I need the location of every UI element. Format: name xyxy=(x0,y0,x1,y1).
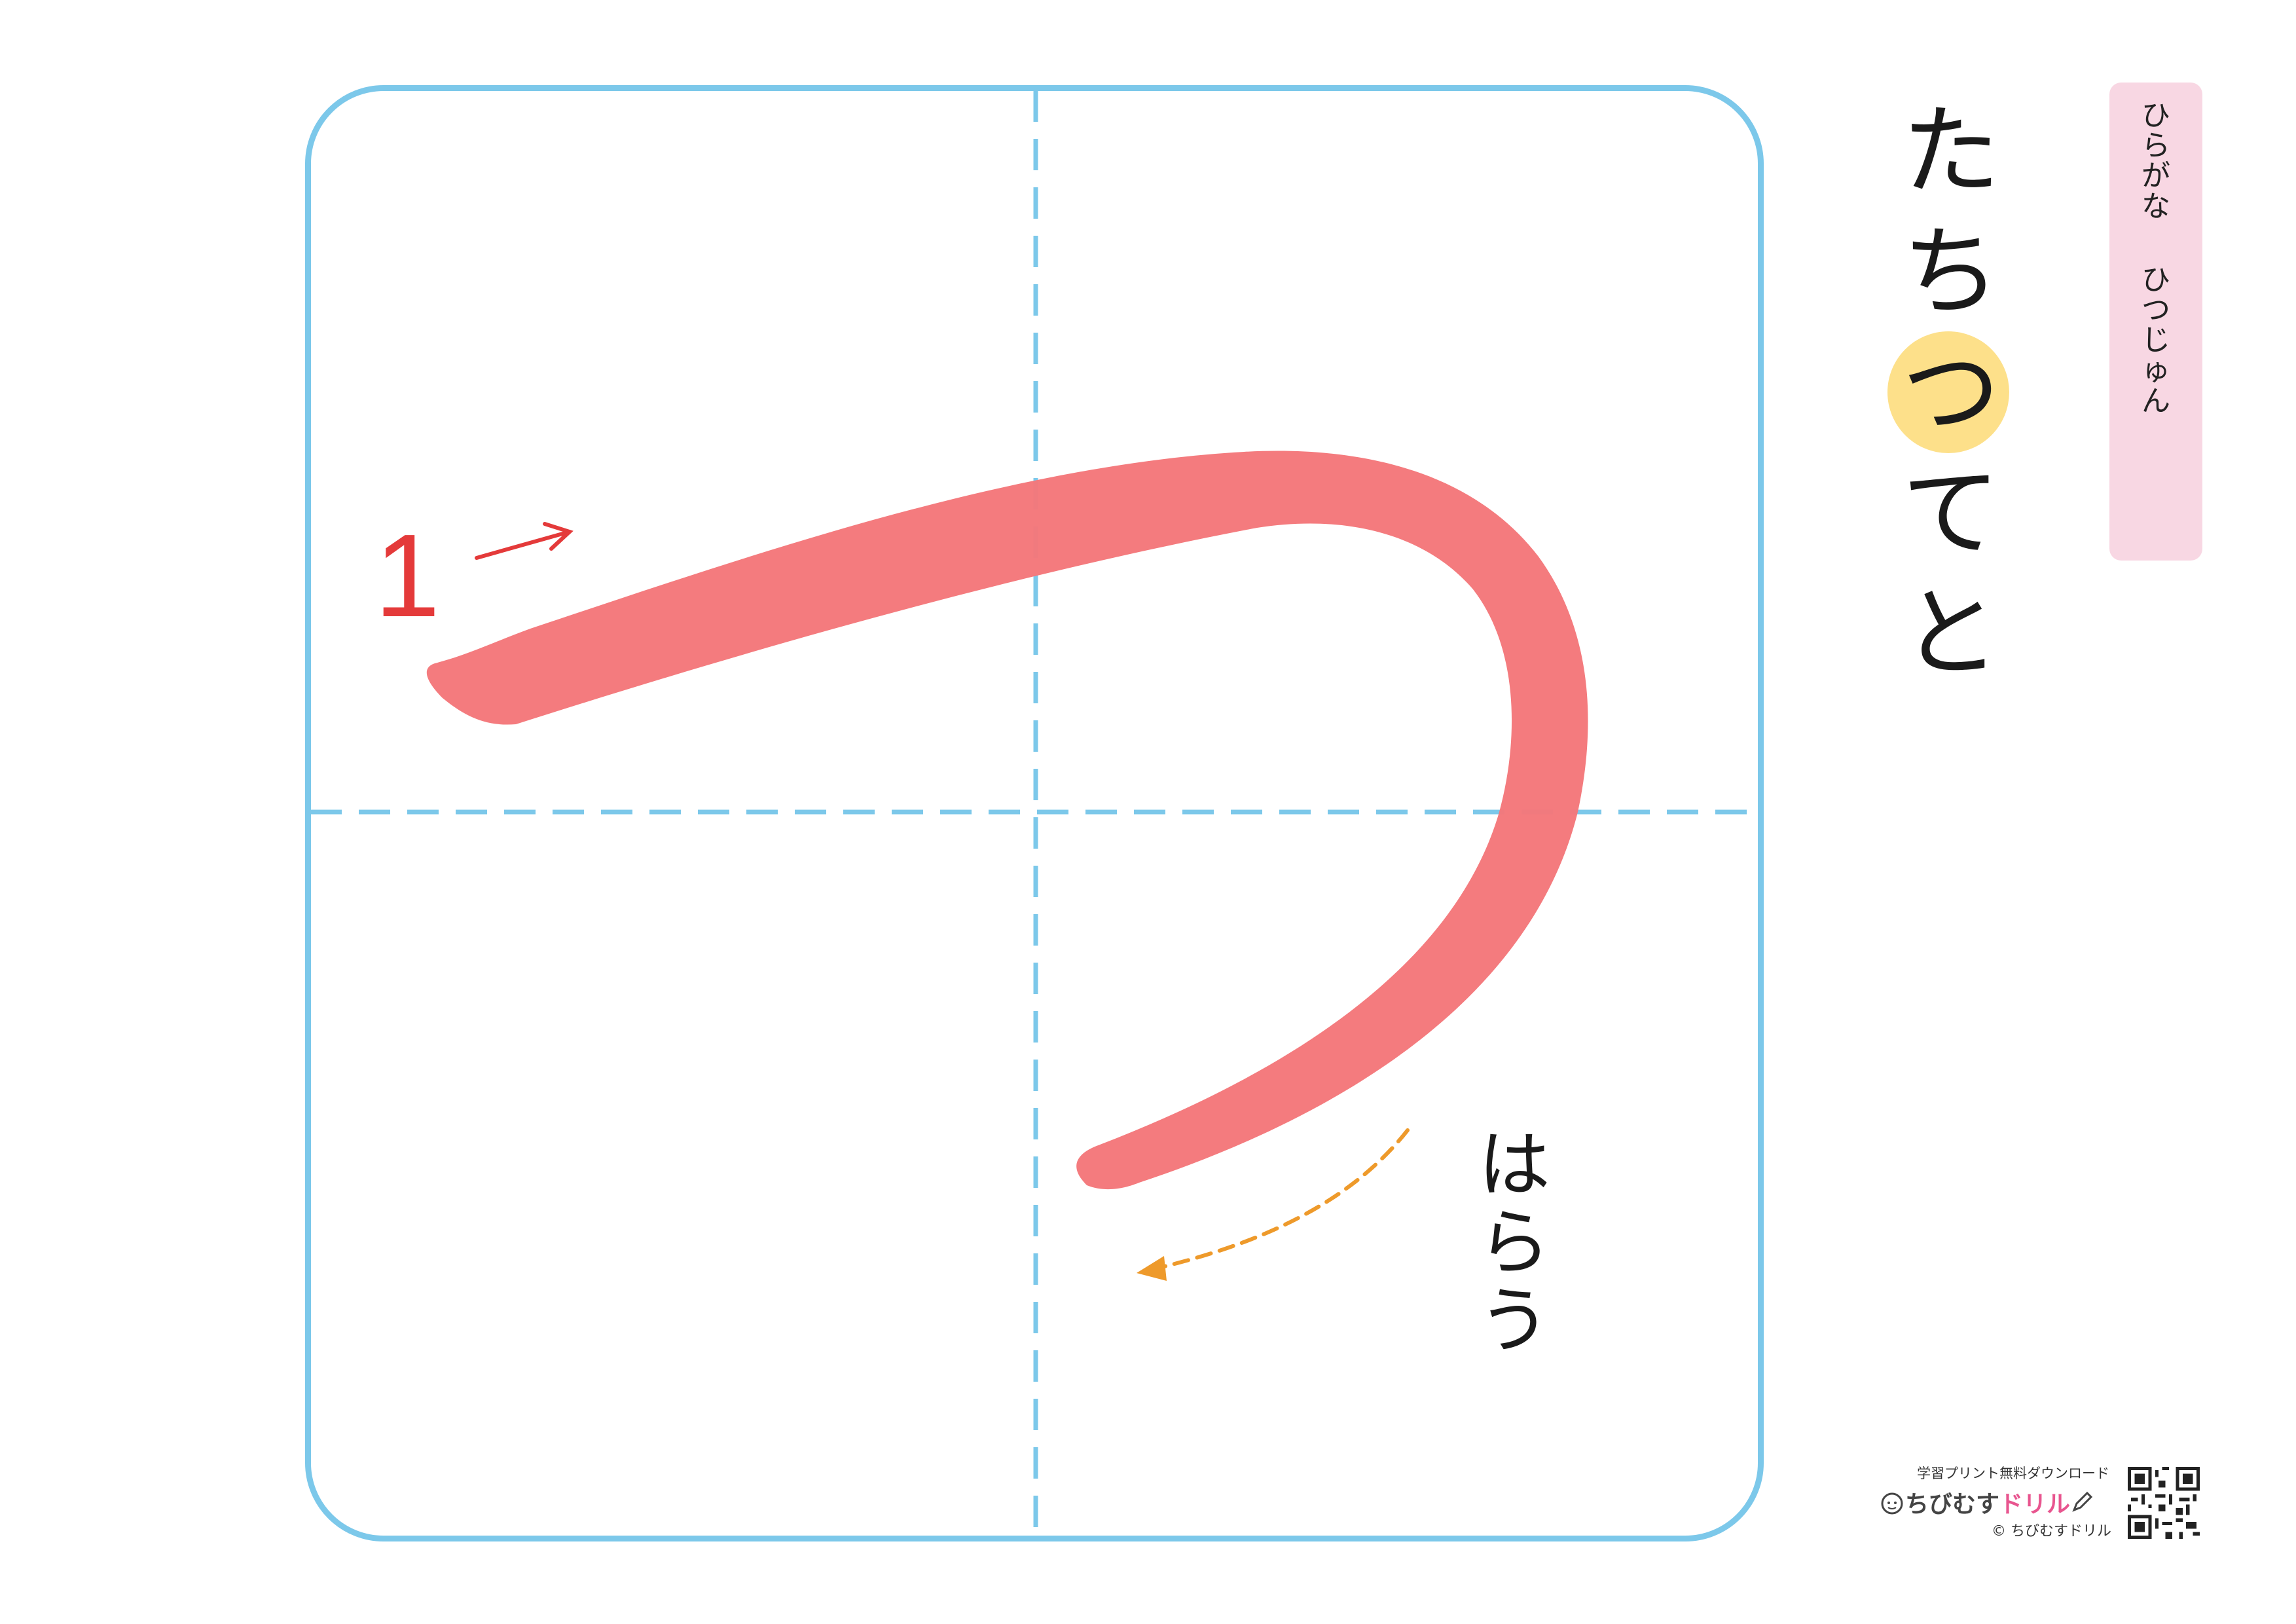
vertical-char: ゅ xyxy=(2141,354,2170,388)
mascot-icon xyxy=(1881,1492,1903,1515)
stroke-start-arrow xyxy=(475,522,574,560)
vertical-char: は xyxy=(1478,1123,1550,1207)
banner-label-hiragana: ひらがな xyxy=(2141,99,2170,223)
brand-name-accent: ドリル xyxy=(1999,1491,2071,1518)
kana-char: て xyxy=(1901,456,2000,570)
kana-char: ち xyxy=(1901,215,2000,329)
vertical-char: な xyxy=(2141,189,2170,223)
practice-box xyxy=(305,85,1764,1541)
vertical-char: ら xyxy=(2141,129,2170,163)
kana-highlight-circle xyxy=(1887,331,2009,453)
vertical-char: ひ xyxy=(2141,263,2170,297)
kana-row: た ち つ て と xyxy=(1899,92,2003,694)
stroke-end-label: はらう xyxy=(1465,1126,1563,1359)
footer-tagline: 学習プリント無料ダウンロード xyxy=(1917,1466,2109,1481)
title-banner: ひらがな ひつじゅん xyxy=(2109,83,2202,561)
copyright-text: © ちびむすドリル xyxy=(1992,1523,2111,1540)
kana-char: た xyxy=(1901,95,2000,209)
sweep-direction-arrow xyxy=(1137,1128,1410,1281)
kana-char-highlighted: つ xyxy=(1901,336,2000,450)
vertical-char: つ xyxy=(2141,293,2170,327)
vertical-char: が xyxy=(2141,159,2170,193)
stroke-order-number: 1 xyxy=(374,510,441,642)
brand-name: ちびむす xyxy=(1905,1491,2000,1518)
vertical-char: ら xyxy=(1478,1200,1550,1285)
pencil-icon xyxy=(2072,1491,2093,1512)
vertical-char: ん xyxy=(2141,384,2170,418)
vertical-char: ひ xyxy=(2141,99,2170,132)
kana-stroke-shape xyxy=(426,451,1588,1190)
banner-label-stroke-order: ひつじゅん xyxy=(2141,265,2170,416)
vertical-char: う xyxy=(1478,1278,1550,1363)
stroke-end-label-text: はらう xyxy=(1465,1126,1563,1359)
vertical-char: じ xyxy=(2141,323,2170,358)
kana-char: と xyxy=(1901,577,2000,691)
brand-logo: ちびむす ドリル xyxy=(1879,1485,2094,1519)
qr-code-icon xyxy=(2128,1467,2200,1539)
